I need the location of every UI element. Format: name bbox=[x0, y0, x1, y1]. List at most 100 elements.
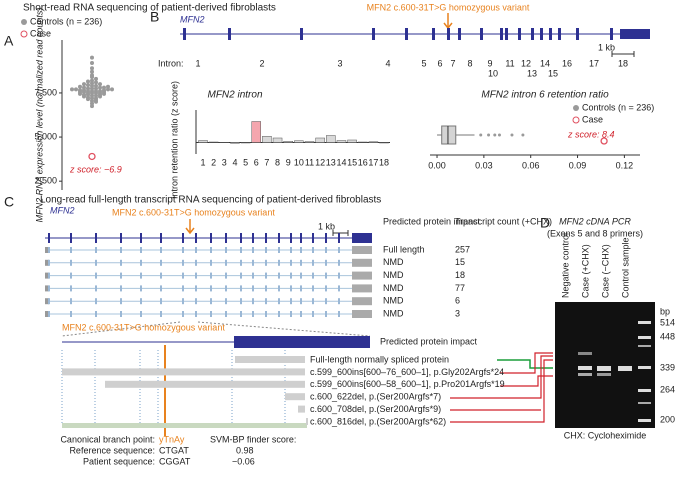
bar bbox=[230, 142, 240, 144]
exon bbox=[210, 233, 212, 243]
scale-bar bbox=[332, 230, 349, 236]
transcript-count: 15 bbox=[455, 257, 465, 267]
column-header: Transcript count (+CHX) bbox=[455, 216, 552, 226]
exon bbox=[290, 233, 292, 243]
panel-label: A bbox=[4, 33, 14, 49]
transcript-end bbox=[352, 297, 372, 306]
x-tick-label: 17 bbox=[368, 157, 378, 167]
exon bbox=[290, 247, 292, 253]
control-dot bbox=[86, 79, 90, 84]
exon bbox=[531, 28, 534, 40]
exon bbox=[278, 311, 280, 317]
exon bbox=[95, 272, 97, 279]
read-bar bbox=[285, 393, 305, 401]
bar bbox=[304, 141, 315, 143]
exon bbox=[70, 272, 72, 279]
outlier bbox=[493, 133, 497, 137]
control-dot bbox=[106, 84, 110, 89]
exon bbox=[338, 233, 340, 243]
read-bar bbox=[105, 380, 305, 388]
intron-label: 14 bbox=[540, 58, 550, 68]
exon bbox=[325, 311, 327, 317]
exon bbox=[312, 272, 314, 279]
exon bbox=[182, 233, 184, 243]
transcript-count: 3 bbox=[455, 308, 460, 318]
exon bbox=[252, 247, 254, 253]
exon bbox=[240, 298, 242, 305]
sequence: CGGAT bbox=[159, 456, 191, 466]
seq-label: SVM-BP finder score: bbox=[210, 434, 296, 444]
box bbox=[441, 125, 457, 145]
exon bbox=[95, 259, 97, 266]
exon bbox=[140, 285, 142, 292]
transcript-end bbox=[352, 271, 372, 280]
column-header: Predicted protein impact bbox=[380, 336, 478, 346]
exon bbox=[312, 233, 314, 243]
intron-label: 10 bbox=[488, 68, 498, 78]
intron-label: 13 bbox=[527, 68, 537, 78]
exon bbox=[182, 285, 184, 292]
panel-title: MFN2 cDNA PCR bbox=[559, 216, 631, 226]
legend-label: Case bbox=[30, 28, 51, 38]
exon bbox=[265, 259, 267, 266]
exon bbox=[338, 285, 340, 292]
y-axis-label: MFN2 RNA expression level (normalized re… bbox=[34, 8, 44, 223]
control-dot bbox=[94, 76, 98, 81]
exon bbox=[70, 311, 72, 317]
outlier bbox=[497, 133, 501, 137]
exon bbox=[140, 272, 142, 279]
exon bbox=[240, 247, 242, 253]
control-dot bbox=[82, 82, 86, 87]
impact-label: c.600_816del, p.(Ser200Argfs*62) bbox=[310, 416, 446, 426]
exon bbox=[252, 285, 254, 292]
intron-label: 16 bbox=[562, 58, 572, 68]
variant-arrow bbox=[443, 13, 453, 30]
transcript-end bbox=[352, 284, 372, 293]
exon bbox=[48, 272, 50, 279]
impact-label: NMD bbox=[383, 257, 404, 267]
intron-heading: Intron: bbox=[158, 58, 184, 68]
chart-title: MFN2 intron bbox=[207, 90, 262, 101]
lane-label: Case (+CHX) bbox=[580, 244, 590, 298]
exon bbox=[325, 298, 327, 305]
exon bbox=[325, 247, 327, 253]
ladder-label: 264 bbox=[660, 384, 675, 394]
variant-label: MFN2 c.600-31T>G homozygous variant bbox=[62, 322, 225, 332]
exon bbox=[120, 247, 122, 253]
exon bbox=[120, 259, 122, 266]
transcript-end bbox=[45, 247, 49, 253]
exon bbox=[265, 285, 267, 292]
intron-label: 17 bbox=[589, 58, 599, 68]
control-dot bbox=[94, 80, 98, 85]
outlier bbox=[479, 133, 483, 137]
zoom-guide bbox=[61, 321, 371, 337]
exon bbox=[225, 311, 227, 317]
exon bbox=[549, 28, 552, 40]
control-dot bbox=[98, 85, 102, 90]
variant-label: MFN2 c.600-31T>G homozygous variant bbox=[367, 2, 530, 12]
score: 0.98 bbox=[236, 445, 254, 455]
exon bbox=[252, 272, 254, 279]
exon bbox=[160, 311, 162, 317]
control-dot bbox=[74, 87, 78, 92]
scale-bar bbox=[611, 51, 635, 57]
control-dot bbox=[90, 66, 94, 71]
exon bbox=[278, 298, 280, 305]
impact-label: Full length bbox=[383, 244, 425, 254]
bar bbox=[208, 141, 219, 143]
exon bbox=[352, 233, 372, 243]
exon bbox=[290, 311, 292, 317]
impact-label: NMD bbox=[383, 308, 404, 318]
exon bbox=[225, 247, 227, 253]
gel bbox=[555, 302, 655, 428]
exon bbox=[195, 285, 197, 292]
control-dot bbox=[90, 73, 94, 78]
exon bbox=[195, 259, 197, 266]
ladder-label: 200 bbox=[660, 414, 675, 424]
x-tick-label: 12 bbox=[315, 157, 325, 167]
exon bbox=[182, 272, 184, 279]
exon bbox=[120, 298, 122, 305]
exon bbox=[338, 298, 340, 305]
exon bbox=[240, 259, 242, 266]
x-tick-label: 3 bbox=[222, 157, 227, 167]
